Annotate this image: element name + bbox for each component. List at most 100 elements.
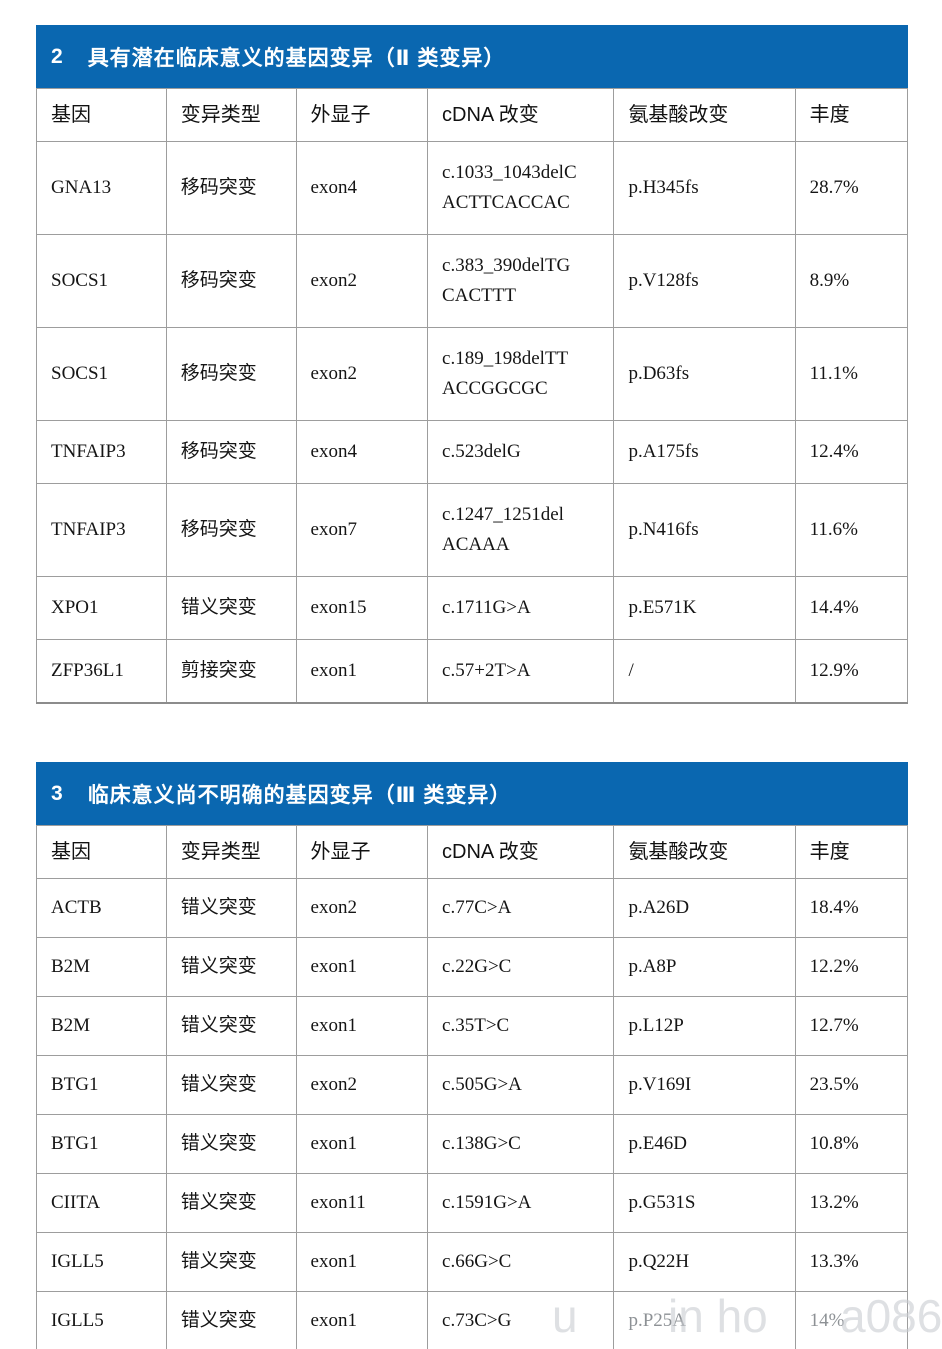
col-header-variant-type: 变异类型 <box>165 825 297 879</box>
abundance-cell: 13.2% <box>794 1173 909 1233</box>
variant-type-cell: 移码突变 <box>165 327 297 421</box>
column-header-row: 基因 变异类型 外显子 cDNA 改变 氨基酸改变 丰度 <box>36 88 909 142</box>
section-number: 3 <box>51 781 64 805</box>
variant-table-row: TNFAIP3 移码突变 exon4 c.523delG p.A175fs 12… <box>36 420 909 484</box>
variant-type-cell: 错义突变 <box>165 576 297 640</box>
cdna-change-cell: c.523delG <box>427 420 615 484</box>
variant-table-row: B2M 错义突变 exon1 c.35T>C p.L12P 12.7% <box>36 996 909 1056</box>
exon-cell: exon1 <box>295 1291 429 1349</box>
cdna-change-cell: c.1033_1043delCACTTCACCAC <box>427 141 615 235</box>
exon-cell: exon1 <box>295 937 429 997</box>
abundance-cell: 14.4% <box>794 576 909 640</box>
exon-cell: exon4 <box>295 420 429 484</box>
amino-acid-change-cell: p.A26D <box>613 878 796 938</box>
gene-cell: BTG1 <box>36 1114 167 1174</box>
cdna-change-cell: c.138G>C <box>427 1114 615 1174</box>
exon-cell: exon2 <box>295 327 429 421</box>
variant-table-row: XPO1 错义突变 exon15 c.1711G>A p.E571K 14.4% <box>36 576 909 640</box>
variant-table-row: TNFAIP3 移码突变 exon7 c.1247_1251delACAAA p… <box>36 483 909 577</box>
amino-acid-change-cell: p.D63fs <box>613 327 796 421</box>
variant-type-cell: 剪接突变 <box>165 639 297 704</box>
amino-acid-change-cell: p.P25A <box>613 1291 796 1349</box>
cdna-change-cell: c.1711G>A <box>427 576 615 640</box>
gene-cell: IGLL5 <box>36 1291 167 1349</box>
cdna-change-cell: c.383_390delTGCACTTT <box>427 234 615 328</box>
variant-table-row: IGLL5 错义突变 exon1 c.73C>G p.P25A 14% <box>36 1291 909 1349</box>
variant-type-cell: 错义突变 <box>165 878 297 938</box>
abundance-cell: 23.5% <box>794 1055 909 1115</box>
col-header-amino-acid-change: 氨基酸改变 <box>613 825 796 879</box>
abundance-cell: 14% <box>794 1291 909 1349</box>
gene-cell: XPO1 <box>36 576 167 640</box>
amino-acid-change-cell: p.V169I <box>613 1055 796 1115</box>
exon-cell: exon1 <box>295 996 429 1056</box>
gene-cell: B2M <box>36 937 167 997</box>
section-title: 临床意义尚不明确的基因变异（Ⅲ 类变异） <box>87 783 512 807</box>
class3-variants-table: 基因 变异类型 外显子 cDNA 改变 氨基酸改变 丰度 ACTB 错义突变 e… <box>36 825 909 1349</box>
section-title: 具有潜在临床意义的基因变异（Ⅱ 类变异） <box>87 46 506 70</box>
abundance-cell: 28.7% <box>794 141 909 235</box>
cdna-change-cell: c.73C>G <box>427 1291 615 1349</box>
exon-cell: exon4 <box>295 141 429 235</box>
col-header-variant-type: 变异类型 <box>165 88 297 142</box>
col-header-cdna-change: cDNA 改变 <box>427 88 615 142</box>
cdna-change-cell: c.66G>C <box>427 1232 615 1292</box>
col-header-exon: 外显子 <box>295 88 429 142</box>
amino-acid-change-cell: p.A175fs <box>613 420 796 484</box>
abundance-cell: 12.4% <box>794 420 909 484</box>
col-header-exon: 外显子 <box>295 825 429 879</box>
column-header-row: 基因 变异类型 外显子 cDNA 改变 氨基酸改变 丰度 <box>36 825 909 879</box>
variant-type-cell: 错义突变 <box>165 1291 297 1349</box>
cdna-change-cell: c.1247_1251delACAAA <box>427 483 615 577</box>
cdna-change-cell: c.505G>A <box>427 1055 615 1115</box>
variant-table-row: SOCS1 移码突变 exon2 c.383_390delTGCACTTT p.… <box>36 234 909 328</box>
exon-cell: exon1 <box>295 639 429 704</box>
exon-cell: exon1 <box>295 1114 429 1174</box>
variant-type-cell: 错义突变 <box>165 1232 297 1292</box>
variant-table-row: BTG1 错义突变 exon2 c.505G>A p.V169I 23.5% <box>36 1055 909 1115</box>
abundance-cell: 18.4% <box>794 878 909 938</box>
section-number: 2 <box>51 44 64 68</box>
amino-acid-change-cell: p.Q22H <box>613 1232 796 1292</box>
exon-cell: exon11 <box>295 1173 429 1233</box>
exon-cell: exon7 <box>295 483 429 577</box>
abundance-cell: 11.6% <box>794 483 909 577</box>
col-header-abundance: 丰度 <box>794 825 909 879</box>
gene-cell: GNA13 <box>36 141 167 235</box>
col-header-cdna-change: cDNA 改变 <box>427 825 615 879</box>
variant-type-cell: 错义突变 <box>165 1055 297 1115</box>
col-header-amino-acid-change: 氨基酸改变 <box>613 88 796 142</box>
col-header-gene: 基因 <box>36 825 167 879</box>
variant-type-cell: 错义突变 <box>165 937 297 997</box>
variant-table-row: SOCS1 移码突变 exon2 c.189_198delTTACCGGCGC … <box>36 327 909 421</box>
col-header-abundance: 丰度 <box>794 88 909 142</box>
variant-table-row: ZFP36L1 剪接突变 exon1 c.57+2T>A / 12.9% <box>36 639 909 704</box>
exon-cell: exon2 <box>295 234 429 328</box>
class3-variants-section: 3 临床意义尚不明确的基因变异（Ⅲ 类变异） 基因 变异类型 外显子 cDNA … <box>36 762 909 1349</box>
exon-cell: exon2 <box>295 1055 429 1115</box>
variant-table-row: BTG1 错义突变 exon1 c.138G>C p.E46D 10.8% <box>36 1114 909 1174</box>
variant-table-row: CIITA 错义突变 exon11 c.1591G>A p.G531S 13.2… <box>36 1173 909 1233</box>
class2-section-header: 2 具有潜在临床意义的基因变异（Ⅱ 类变异） <box>36 25 908 88</box>
class3-section-header: 3 临床意义尚不明确的基因变异（Ⅲ 类变异） <box>36 762 908 825</box>
amino-acid-change-cell: p.E46D <box>613 1114 796 1174</box>
gene-cell: BTG1 <box>36 1055 167 1115</box>
variant-table-row: B2M 错义突变 exon1 c.22G>C p.A8P 12.2% <box>36 937 909 997</box>
gene-cell: B2M <box>36 996 167 1056</box>
class2-variants-section: 2 具有潜在临床意义的基因变异（Ⅱ 类变异） 基因 变异类型 外显子 cDNA … <box>36 25 909 704</box>
gene-cell: SOCS1 <box>36 234 167 328</box>
abundance-cell: 12.9% <box>794 639 909 704</box>
variant-type-cell: 错义突变 <box>165 1173 297 1233</box>
cdna-change-cell: c.189_198delTTACCGGCGC <box>427 327 615 421</box>
amino-acid-change-cell: / <box>613 639 796 704</box>
variant-type-cell: 移码突变 <box>165 234 297 328</box>
amino-acid-change-cell: p.L12P <box>613 996 796 1056</box>
amino-acid-change-cell: p.G531S <box>613 1173 796 1233</box>
cdna-change-cell: c.22G>C <box>427 937 615 997</box>
exon-cell: exon2 <box>295 878 429 938</box>
gene-cell: SOCS1 <box>36 327 167 421</box>
variant-table-row: GNA13 移码突变 exon4 c.1033_1043delCACTTCACC… <box>36 141 909 235</box>
abundance-cell: 11.1% <box>794 327 909 421</box>
gene-cell: TNFAIP3 <box>36 420 167 484</box>
